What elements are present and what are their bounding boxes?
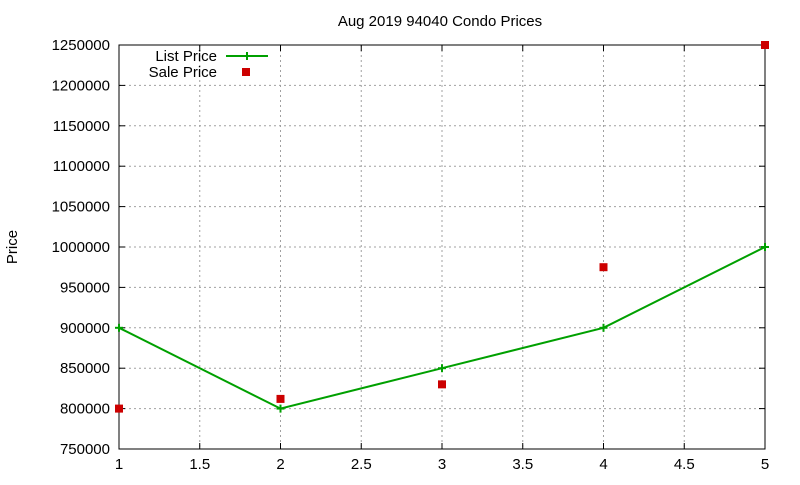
x-tick-label: 2 (276, 456, 284, 473)
legend-label-sale-price: Sale Price (149, 64, 217, 81)
list-price-point (599, 323, 608, 332)
marks (115, 41, 769, 413)
x-tick-label: 2.5 (351, 456, 372, 473)
y-tick-label: 1100000 (53, 158, 110, 175)
y-tick-label: 1150000 (53, 118, 110, 135)
x-tick-label: 3 (438, 456, 446, 473)
y-tick-label: 1200000 (52, 77, 110, 94)
legend-label-list-price: List Price (155, 48, 217, 65)
y-tick-label: 750000 (60, 441, 110, 458)
y-tick-label: 850000 (60, 360, 110, 377)
sale-price-point (115, 404, 123, 413)
grid (119, 45, 765, 449)
list-price-point (115, 323, 123, 332)
x-tick-label: 3.5 (512, 456, 533, 473)
list-price-point (438, 364, 446, 373)
sale-price-point (276, 394, 285, 403)
x-tick-label: 1.5 (189, 456, 210, 473)
sale-price-point (761, 41, 769, 49)
ticks: 1 1.5 2 2.5 3 3.5 4 4.5 5 750000 800000 850000 90000… (52, 37, 770, 473)
x-tick-label: 5 (761, 456, 769, 473)
y-tick-label: 800000 (60, 401, 110, 418)
legend-point-list-price (243, 52, 251, 60)
y-tick-label: 1000000 (52, 239, 110, 256)
y-tick-label: 900000 (60, 320, 110, 337)
y-tick-label: 950000 (60, 279, 110, 296)
y-axis-label: Price (4, 230, 21, 264)
legend: List Price Sale Price (149, 48, 268, 81)
x-tick-label: 1 (115, 456, 123, 473)
sale-price-point (438, 380, 446, 389)
x-tick-label: 4 (599, 456, 607, 473)
y-tick-label: 1050000 (52, 199, 110, 216)
list-price-point (276, 404, 285, 413)
chart-title: Aug 2019 94040 Condo Prices (338, 13, 542, 30)
list-price-point (761, 243, 769, 251)
y-tick-label: 1250000 (52, 37, 110, 54)
legend-point-sale-price (242, 68, 250, 76)
x-tick-label: 4.5 (674, 456, 695, 473)
sale-price-point (599, 263, 608, 272)
